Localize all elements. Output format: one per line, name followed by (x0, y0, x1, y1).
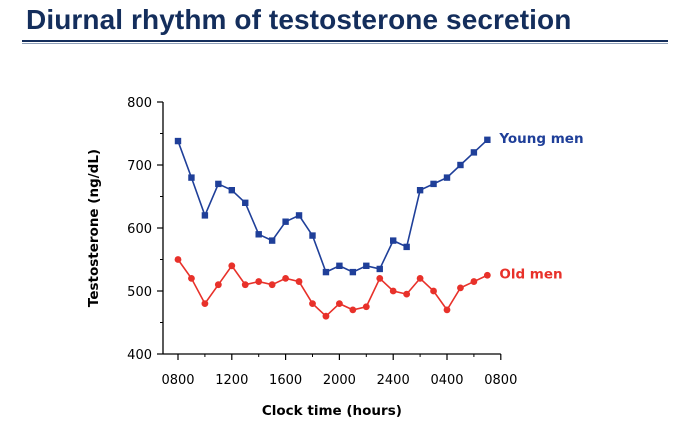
y-tick-label: 400 (127, 348, 152, 363)
data-point-young-men (484, 136, 491, 143)
x-tick-label: 2400 (377, 373, 410, 388)
data-point-young-men (430, 180, 437, 188)
data-point-young-men (268, 237, 276, 244)
data-point-young-men (416, 187, 424, 194)
x-axis-title: Clock time (hours) (262, 403, 402, 419)
data-point-old-men (228, 262, 236, 270)
data-point-old-men (362, 303, 370, 311)
data-point-old-men (174, 256, 182, 263)
data-point-old-men (282, 275, 289, 282)
series-label-old-men: Old men (499, 266, 562, 282)
data-point-young-men (215, 180, 222, 188)
data-point-old-men (201, 300, 209, 307)
y-tick-label: 600 (127, 222, 152, 237)
data-point-old-men (188, 275, 195, 282)
data-point-old-men (214, 281, 222, 289)
data-point-old-men (416, 275, 424, 282)
chart-labels: 400 500 600 700 800 0800 1200 1600 2000 2400 0400 0… (86, 96, 584, 419)
data-point-old-men (309, 300, 316, 307)
data-point-old-men (268, 281, 276, 289)
data-point-young-men (295, 212, 303, 219)
series-markers (174, 136, 491, 320)
data-point-old-men (336, 300, 343, 307)
data-point-young-men (403, 243, 410, 251)
data-point-old-men (295, 278, 303, 285)
data-point-young-men (174, 137, 182, 145)
x-tick-label: 1200 (215, 373, 248, 388)
data-point-young-men (255, 231, 262, 238)
x-tick-label: 0400 (430, 373, 463, 388)
data-point-young-men (349, 268, 357, 276)
data-point-old-men (255, 278, 263, 285)
data-point-young-men (443, 174, 451, 181)
data-point-old-men (322, 312, 330, 320)
data-point-old-men (430, 287, 437, 295)
data-point-young-men (282, 218, 289, 225)
data-point-young-men (390, 237, 397, 244)
data-point-old-men (470, 278, 478, 285)
data-point-young-men (322, 268, 330, 276)
data-point-young-men (470, 149, 478, 156)
x-tick-label: 2000 (323, 373, 356, 388)
data-point-old-men (376, 275, 384, 282)
data-point-young-men (336, 262, 343, 269)
y-tick-label: 800 (127, 96, 152, 111)
data-point-young-men (242, 199, 249, 206)
y-tick-label: 700 (127, 159, 152, 174)
data-point-old-men (483, 271, 491, 279)
series-line-young-men (177, 139, 488, 274)
x-tick-label: 0800 (484, 373, 517, 388)
title-underline (22, 40, 668, 42)
data-point-young-men (363, 262, 370, 269)
data-point-young-men (457, 161, 464, 169)
series-line-old-men (177, 259, 488, 318)
data-point-old-men (403, 290, 411, 298)
data-point-old-men (241, 281, 249, 289)
x-tick-label: 0800 (161, 373, 194, 388)
data-point-young-men (309, 232, 316, 239)
data-point-old-men (389, 287, 397, 295)
slide-title: Diurnal rhythm of testosterone secretion (26, 4, 572, 35)
y-tick-label: 500 (127, 285, 152, 300)
data-point-young-men (376, 265, 383, 273)
y-axis-title: Testosterone (ng/dL) (86, 149, 102, 307)
title-underline-shadow (22, 43, 668, 44)
data-point-young-men (188, 174, 195, 181)
data-point-young-men (228, 187, 235, 194)
data-point-young-men (201, 212, 209, 219)
chart-axes (157, 101, 502, 360)
series-lines (177, 139, 488, 318)
x-tick-label: 1600 (269, 373, 302, 388)
data-point-old-men (457, 284, 464, 292)
series-label-young-men: Young men (498, 131, 583, 147)
data-point-old-men (443, 306, 451, 314)
data-point-old-men (349, 306, 357, 314)
